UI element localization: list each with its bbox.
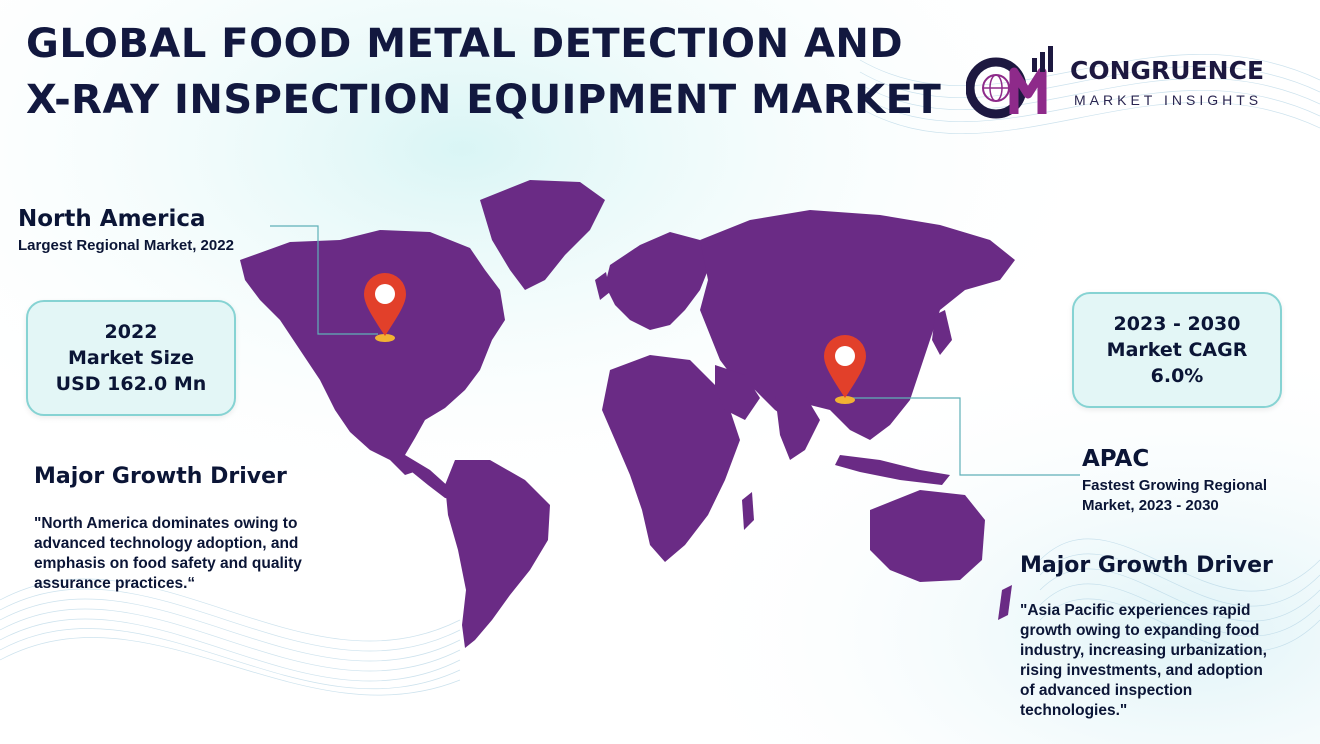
left-driver-title: Major Growth Driver xyxy=(34,464,287,489)
indonesia-shape xyxy=(835,455,950,485)
logo-mark-icon xyxy=(966,46,1053,119)
new-zealand-shape xyxy=(998,585,1012,620)
cagr-box: 2023 - 2030 Market CAGR 6.0% xyxy=(1072,292,1282,408)
market-size-label: Market Size xyxy=(68,347,194,369)
right-driver-line: growth owing to expanding food xyxy=(1020,622,1260,639)
right-driver-line: of advanced inspection xyxy=(1020,682,1193,699)
left-driver-line: advanced technology adoption, and xyxy=(34,535,299,552)
madagascar-shape xyxy=(742,492,754,530)
apac-subtitle: Fastest Growing Regional Market, 2023 - … xyxy=(1082,476,1267,516)
north-america-pin-icon[interactable] xyxy=(362,272,408,344)
europe-shape xyxy=(605,232,710,330)
right-driver-line: rising investments, and adoption xyxy=(1020,662,1263,679)
market-size-year: 2022 xyxy=(104,321,158,343)
left-driver-text: "North America dominates owing to advanc… xyxy=(34,514,302,594)
cagr-value: 6.0% xyxy=(1150,365,1204,387)
logo-name: CONGRUENCE xyxy=(1070,56,1265,85)
logo-tagline: MARKET INSIGHTS xyxy=(1074,92,1263,108)
cagr-label: Market CAGR xyxy=(1106,339,1248,361)
apac-subtitle-line1: Fastest Growing Regional xyxy=(1082,477,1268,494)
north-america-title: North America xyxy=(18,206,206,232)
greenland-shape xyxy=(480,180,605,290)
right-driver-line: "Asia Pacific experiences rapid xyxy=(1020,602,1251,619)
right-driver-title: Major Growth Driver xyxy=(1020,553,1273,578)
apac-title: APAC xyxy=(1082,446,1150,472)
uk-shape xyxy=(595,272,610,300)
india-shape xyxy=(775,395,820,460)
apac-subtitle-line2: Market, 2023 - 2030 xyxy=(1082,497,1219,514)
africa-shape xyxy=(602,355,740,562)
left-driver-line: emphasis on food safety and quality xyxy=(34,555,302,572)
cagr-period: 2023 - 2030 xyxy=(1113,313,1241,335)
australia-shape xyxy=(870,490,985,582)
market-size-box: 2022 Market Size USD 162.0 Mn xyxy=(26,300,236,416)
japan-shape xyxy=(932,310,952,355)
world-map xyxy=(240,180,1015,648)
right-driver-line: technologies." xyxy=(1020,702,1128,719)
south-america-shape xyxy=(445,460,550,648)
left-driver-line: assurance practices.“ xyxy=(34,575,196,592)
congruence-logo[interactable]: CONGRUENCE MARKET INSIGHTS xyxy=(966,44,1296,124)
market-size-value: USD 162.0 Mn xyxy=(55,373,207,395)
apac-pin-icon[interactable] xyxy=(822,334,868,406)
asia-shape xyxy=(700,210,1015,440)
right-driver-text: "Asia Pacific experiences rapid growth o… xyxy=(1020,601,1267,721)
north-america-shape xyxy=(240,230,505,475)
left-driver-line: "North America dominates owing to xyxy=(34,515,298,532)
right-driver-line: industry, increasing urbanization, xyxy=(1020,642,1267,659)
arabia-shape xyxy=(715,365,760,420)
north-america-subtitle: Largest Regional Market, 2022 xyxy=(18,237,234,254)
page-title: GLOBAL FOOD METAL DETECTION AND X-RAY IN… xyxy=(26,21,942,123)
central-america-shape xyxy=(405,455,458,500)
